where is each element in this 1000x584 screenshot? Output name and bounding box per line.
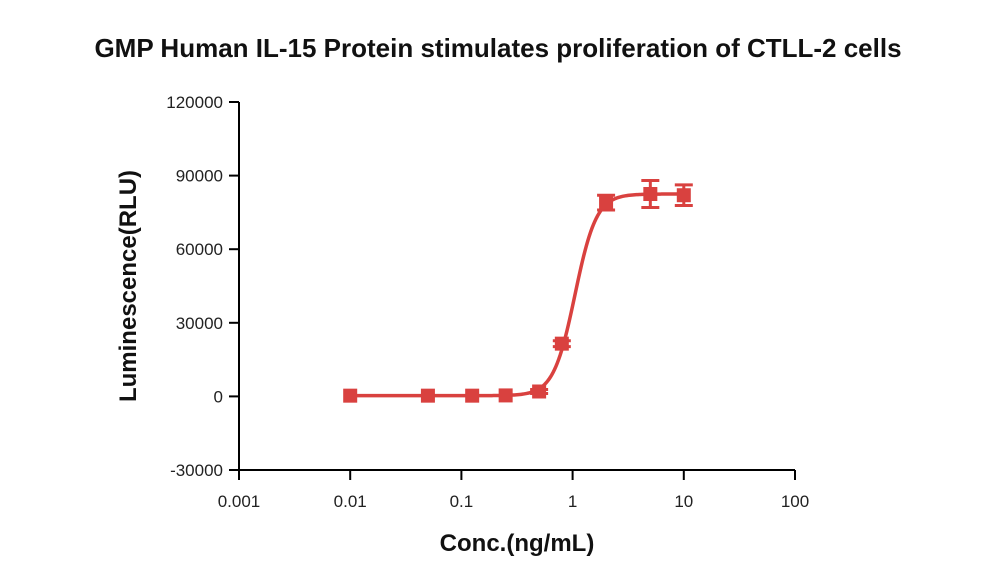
- data-point: [554, 336, 569, 351]
- data-points-layer: [343, 187, 691, 403]
- x-axis-label: Conc.(ng/mL): [440, 530, 595, 557]
- y-tick-label: 120000: [166, 93, 223, 112]
- data-point: [420, 388, 435, 403]
- error-bars-layer: [530, 179, 693, 395]
- fit-curve: [350, 192, 684, 398]
- data-point: [643, 187, 658, 201]
- y-ticks: -30000 0 30000 60000 90000 120000: [166, 93, 239, 480]
- x-tick-label: 0.001: [218, 492, 261, 511]
- y-axis-label: Luminescence(RLU): [115, 170, 142, 402]
- y-tick-label: -30000: [170, 461, 223, 480]
- chart-title: GMP Human IL-15 Protein stimulates proli…: [94, 33, 901, 63]
- y-tick-label: 30000: [176, 314, 223, 333]
- x-tick-label: 100: [781, 492, 809, 511]
- data-point: [532, 384, 547, 399]
- x-tick-label: 10: [674, 492, 693, 511]
- y-tick-label: 0: [214, 387, 223, 406]
- data-point: [498, 388, 513, 403]
- fit-curve-layer: [350, 192, 684, 398]
- y-tick-label: 90000: [176, 167, 223, 186]
- x-tick-label: 0.01: [334, 492, 367, 511]
- data-point: [465, 388, 480, 403]
- y-tick-label: 60000: [176, 240, 223, 259]
- x-ticks: 0.001 0.01 0.1 1 10 100: [218, 470, 809, 511]
- data-point: [343, 388, 358, 403]
- data-point: [676, 188, 691, 203]
- axes: [238, 102, 795, 471]
- data-point: [599, 195, 614, 210]
- x-tick-label: 1: [568, 492, 577, 511]
- x-tick-label: 0.1: [450, 492, 474, 511]
